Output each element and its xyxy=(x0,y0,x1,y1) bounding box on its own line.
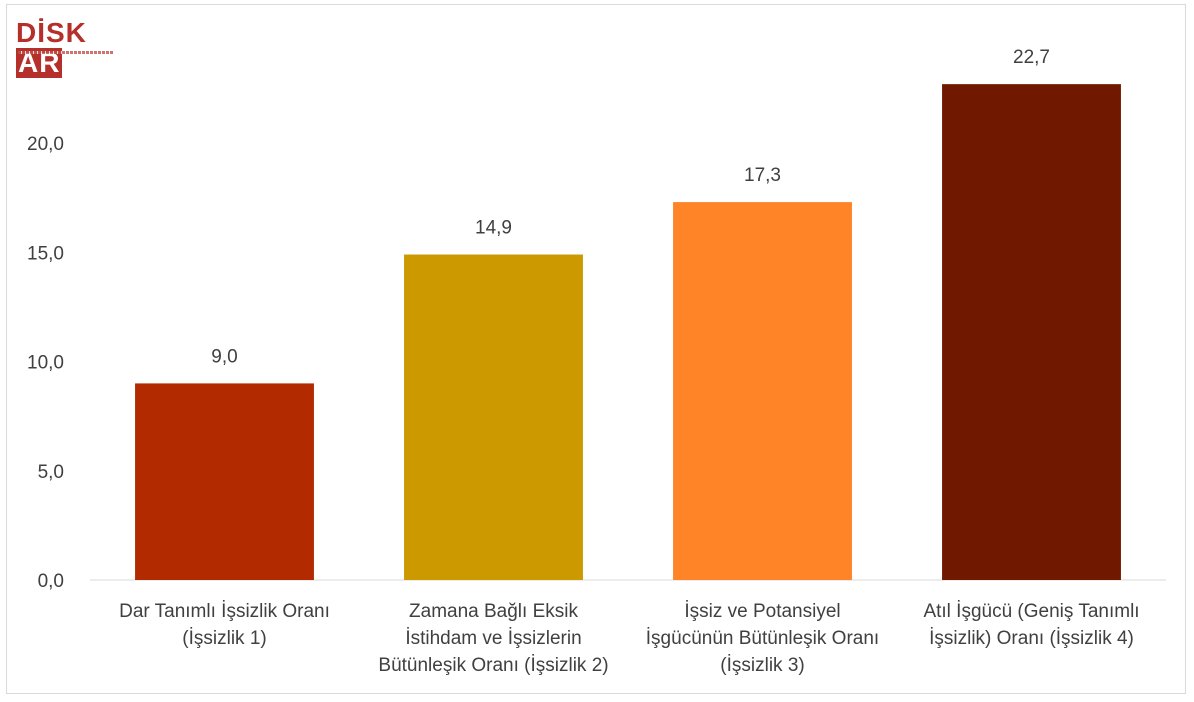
data-labels: 9,0 14,9 17,3 22,7 xyxy=(211,47,1050,367)
category-label: Dar Tanımlı İşsizlik Oranı (İşsizlik 1) xyxy=(119,601,330,649)
category-label-line: Atıl İşgücü (Geniş Tanımlı xyxy=(923,601,1139,622)
bar xyxy=(135,383,314,580)
data-label: 22,7 xyxy=(1013,47,1050,68)
category-label-line: İstihdam ve İşsizlerin xyxy=(405,628,581,649)
logo-text-main: DİSK xyxy=(16,17,87,48)
y-tick-label: 20,0 xyxy=(27,134,64,155)
category-labels: Dar Tanımlı İşsizlik Oranı (İşsizlik 1) Za… xyxy=(119,601,1139,676)
category-label-line: Dar Tanımlı İşsizlik Oranı xyxy=(119,601,330,622)
bar xyxy=(942,84,1121,580)
category-label-line: Zamana Bağlı Eksik xyxy=(409,601,578,622)
category-label-line: İşsizlik) Oranı (İşsizlik 4) xyxy=(929,628,1134,649)
logo-subtitle-stripe xyxy=(18,51,114,54)
bar xyxy=(404,254,583,580)
category-label-line: Bütünleşik Oranı (İşsizlik 2) xyxy=(378,655,608,676)
bar xyxy=(673,202,852,580)
y-axis-ticks: 0,0 5,0 10,0 15,0 20,0 xyxy=(27,134,64,592)
category-label-line: (İşsizlik 3) xyxy=(720,655,804,676)
data-label: 17,3 xyxy=(744,165,781,186)
y-tick-label: 10,0 xyxy=(27,353,64,374)
y-tick-label: 0,0 xyxy=(38,571,64,592)
category-label: Zamana Bağlı Eksik İstihdam ve İşsizlerin… xyxy=(378,601,608,676)
y-tick-label: 5,0 xyxy=(38,462,64,483)
bars xyxy=(135,84,1121,580)
diskar-logo: DİSKAR xyxy=(16,17,116,78)
category-label-line: İşsiz ve Potansiyel xyxy=(684,601,840,622)
category-label-line: (İşsizlik 1) xyxy=(182,628,266,649)
category-label-line: İşgücünün Bütünleşik Oranı xyxy=(646,628,879,649)
y-tick-label: 15,0 xyxy=(27,243,64,264)
data-label: 9,0 xyxy=(211,346,237,367)
data-label: 14,9 xyxy=(475,218,512,239)
category-label: Atıl İşgücü (Geniş Tanımlı İşsizlik) Oran… xyxy=(923,601,1139,649)
category-label: İşsiz ve Potansiyel İşgücünün Bütünleşik … xyxy=(646,601,879,676)
